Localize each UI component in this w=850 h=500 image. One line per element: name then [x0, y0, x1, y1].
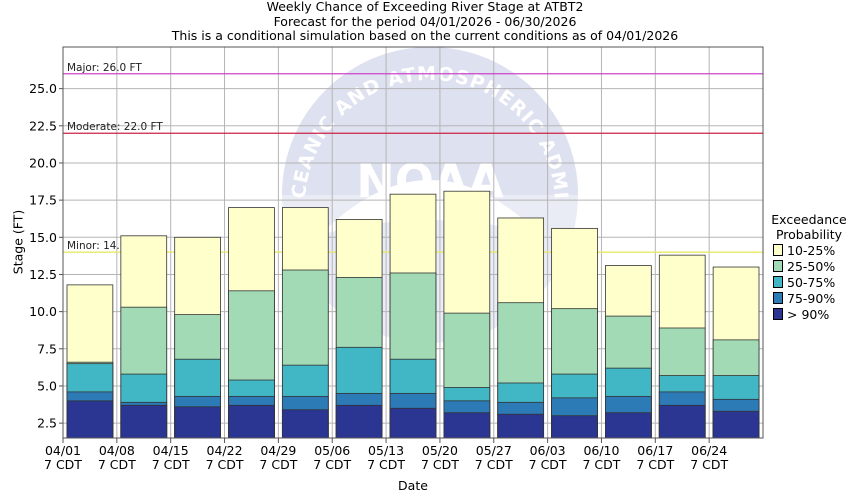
y-tick-label: 12.5 — [29, 267, 57, 282]
x-tick-label: 05/27 — [476, 443, 512, 458]
x-tick-sublabel: 7 CDT — [98, 457, 136, 472]
x-tick-sublabel: 7 CDT — [636, 457, 674, 472]
bar-segment — [389, 407, 437, 439]
threshold-label: Major: 26.0 FT — [67, 62, 142, 74]
x-tick-label: 05/13 — [368, 443, 404, 458]
bar-segment — [605, 412, 652, 439]
bar-segment — [551, 415, 598, 439]
x-tick-label: 04/15 — [153, 443, 189, 458]
legend-item: 10-25% — [773, 242, 850, 258]
legend-item: 75-90% — [773, 290, 850, 306]
x-tick-sublabel: 7 CDT — [259, 457, 297, 472]
y-tick-label: 10.0 — [29, 304, 57, 319]
x-tick-sublabel: 7 CDT — [529, 457, 567, 472]
bar-segment — [497, 413, 545, 439]
y-tick-label: 2.5 — [37, 416, 57, 431]
x-tick-label: 06/17 — [637, 443, 673, 458]
x-tick-sublabel: 7 CDT — [206, 457, 244, 472]
legend-label: 10-25% — [787, 242, 836, 258]
y-tick-label: 7.5 — [37, 341, 57, 356]
y-tick-label: 15.0 — [29, 230, 57, 245]
x-tick-label: 05/20 — [422, 443, 458, 458]
bar-segment — [174, 406, 221, 439]
bar-segment — [712, 410, 760, 439]
legend-title-line1: Exceedance — [771, 212, 847, 227]
x-tick-sublabel: 7 CDT — [44, 457, 82, 472]
x-tick-label: 06/24 — [691, 443, 727, 458]
legend-label: 75-90% — [787, 290, 836, 306]
legend: Exceedance Probability 10-25% 25-50% 50-… — [768, 212, 850, 322]
legend-item: 25-50% — [773, 258, 850, 274]
y-axis-label: Stage (FT) — [10, 209, 26, 275]
legend-item: > 90% — [773, 306, 850, 322]
chart-subtitle-period: Forecast for the period 04/01/2026 - 06/… — [273, 13, 577, 29]
x-tick-sublabel: 7 CDT — [690, 457, 728, 472]
x-tick-label: 04/08 — [99, 443, 135, 458]
bar-segment — [120, 404, 168, 439]
legend-swatch — [773, 260, 783, 272]
x-tick-label: 04/01 — [45, 443, 81, 458]
bar-segment — [281, 409, 329, 439]
legend-label: 50-75% — [787, 274, 836, 290]
legend-item: 50-75% — [773, 274, 850, 290]
legend-label: 25-50% — [787, 258, 836, 274]
bar-segment — [66, 400, 114, 439]
plot-frame — [62, 46, 764, 439]
x-tick-sublabel: 7 CDT — [475, 457, 513, 472]
legend-label: > 90% — [787, 306, 830, 322]
x-tick-sublabel: 7 CDT — [313, 457, 351, 472]
chart-titles: Weekly Chance of Exceeding River Stage a… — [0, 0, 850, 44]
x-axis-label: Date — [398, 478, 428, 493]
legend-title-line2: Probability — [775, 227, 843, 242]
x-tick-label: 06/10 — [583, 443, 619, 458]
x-tick-label: 04/22 — [207, 443, 243, 458]
chart-subtitle-note: This is a conditional simulation based o… — [171, 28, 679, 43]
watermark-upper — [282, 47, 578, 195]
x-tick-sublabel: 7 CDT — [152, 457, 190, 472]
y-tick-label: 17.5 — [29, 193, 57, 208]
y-tick-label: 5.0 — [37, 378, 57, 393]
x-tick-label: 04/29 — [260, 443, 296, 458]
legend-swatch — [773, 276, 783, 288]
x-tick-sublabel: 7 CDT — [421, 457, 459, 472]
y-tick-label: 25.0 — [29, 81, 57, 96]
bar-segment — [658, 404, 706, 439]
chart-title: Weekly Chance of Exceeding River Stage a… — [266, 0, 584, 14]
bar-segment — [335, 404, 383, 439]
x-tick-sublabel: 7 CDT — [367, 457, 405, 472]
threshold-label: Moderate: 22.0 FT — [67, 121, 163, 133]
bar-segment — [228, 404, 275, 439]
y-tick-label: 22.5 — [29, 118, 57, 133]
x-tick-label: 06/03 — [530, 443, 566, 458]
x-tick-label: 05/06 — [314, 443, 350, 458]
bar-segment — [443, 412, 491, 439]
legend-swatch — [773, 292, 783, 304]
y-tick-label: 20.0 — [29, 155, 57, 170]
legend-swatch — [773, 244, 783, 256]
x-tick-sublabel: 7 CDT — [583, 457, 621, 472]
legend-swatch — [773, 308, 783, 320]
